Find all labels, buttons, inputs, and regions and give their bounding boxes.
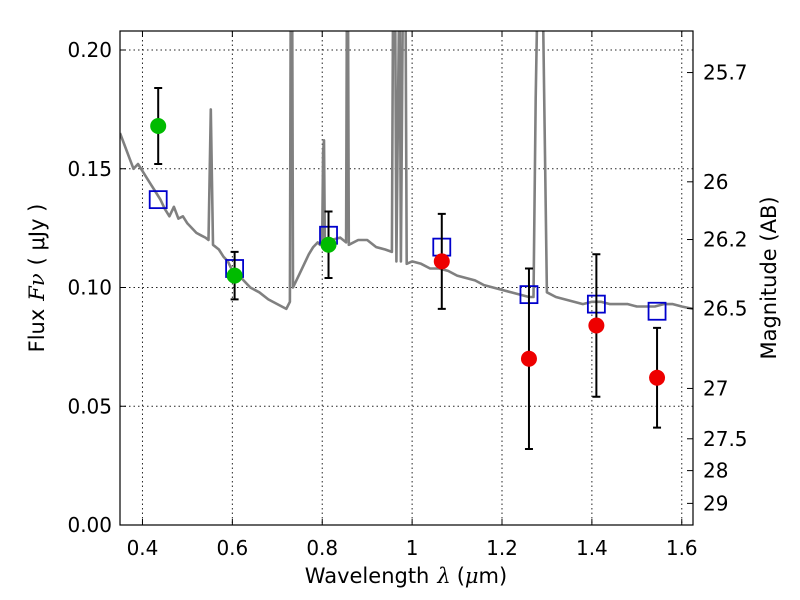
x-tick-label: 0.8: [306, 536, 338, 560]
observed-infrared-marker: [588, 317, 605, 334]
observed-optical-marker: [150, 118, 167, 134]
model-photometry-square: [148, 190, 168, 210]
tick-marks: [120, 31, 693, 526]
observed-optical-marker: [226, 267, 243, 284]
data-point: [150, 87, 167, 165]
template-spectrum-line: [120, 31, 693, 311]
x-tick-label: 1.4: [576, 536, 608, 560]
y2-tick-label: 26.2: [703, 228, 748, 252]
tick-labels: 0.4 0.6 0.8 1 1.2 1.4 1.6 0.00 0.05 0.10 0.15 0.20 2…: [67, 38, 747, 560]
y-tick-label: 0.00: [67, 513, 112, 537]
plot-frame: [119, 30, 694, 526]
observed-infrared-marker: [433, 253, 450, 270]
data-point: [520, 267, 537, 450]
x-tick-label: 1.6: [666, 536, 698, 560]
y-tick-label: 0.10: [67, 276, 112, 300]
y2-tick-label: 25.7: [703, 61, 748, 85]
y-axis-label: FluxFν( μJy ): [25, 204, 49, 353]
y2-axis-label: Magnitude (AB): [757, 196, 781, 359]
x-axis-label: Wavelength λ (μm): [305, 564, 507, 588]
model-photometry-square: [647, 301, 667, 321]
observed-infrared-marker: [649, 369, 666, 386]
y-tick-label: 0.20: [67, 38, 112, 62]
y2-tick-label: 27.5: [703, 427, 748, 451]
y-tick-label: 0.05: [67, 394, 112, 418]
y2-tick-label: 26: [703, 170, 728, 194]
x-tick-label: 1.2: [486, 536, 518, 560]
series-layer: [120, 31, 693, 450]
x-tick-label: 1: [406, 536, 419, 560]
y2-tick-label: 28: [703, 459, 728, 483]
y2-tick-label: 29: [703, 491, 728, 515]
data-point: [226, 250, 243, 301]
observed-infrared-marker: [520, 350, 537, 367]
x-tick-label: 0.6: [216, 536, 248, 560]
observed-optical-marker: [320, 236, 337, 253]
data-point: [588, 253, 605, 398]
y2-tick-label: 26.5: [703, 296, 748, 320]
data-point: [649, 326, 666, 429]
data-point: [320, 210, 337, 279]
y2-tick-label: 27: [703, 376, 728, 400]
x-tick-label: 0.4: [127, 536, 159, 560]
data-point: [433, 212, 450, 310]
y-tick-label: 0.15: [67, 157, 112, 181]
